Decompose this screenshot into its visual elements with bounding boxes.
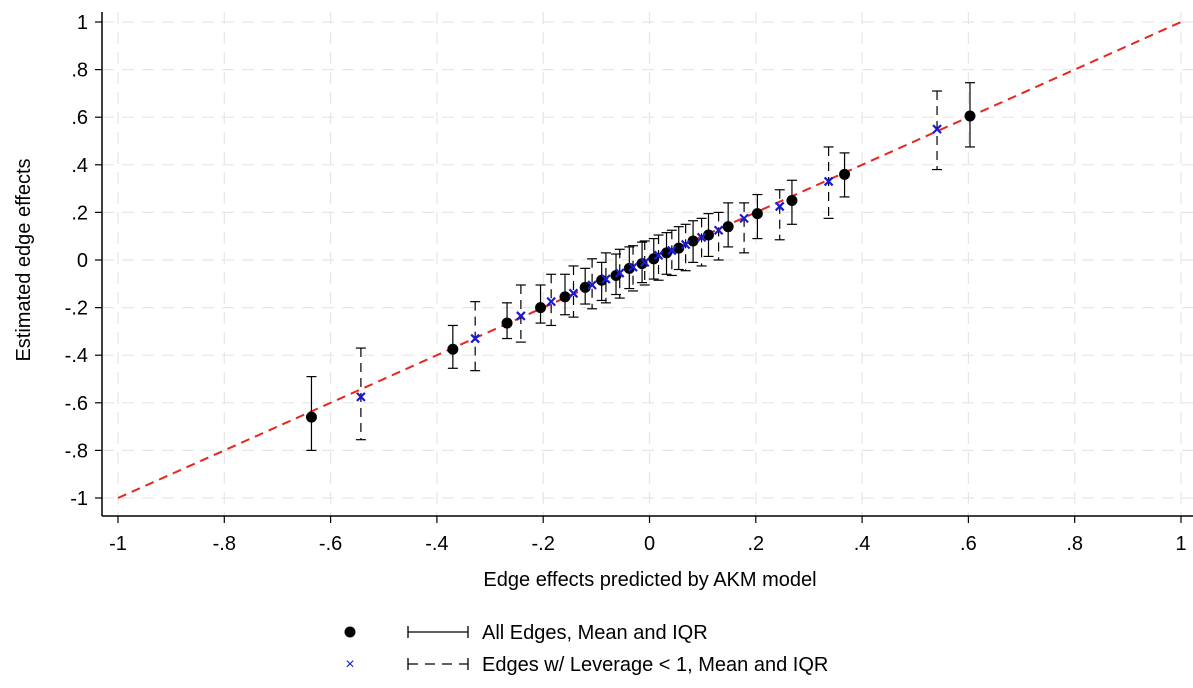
y-tick-label: 0: [77, 250, 88, 272]
data-point-x: [470, 333, 480, 344]
y-tick-label: -.8: [65, 440, 88, 462]
x-tick-label: 0: [644, 533, 655, 555]
x-tick-label: -.6: [319, 533, 342, 555]
x-tick-label: -.2: [532, 533, 555, 555]
data-point-circle: [447, 343, 459, 355]
x-axis-ticks: -1 -.8 -.6 -.4 -.2 0 .2 .4 .6 .8 1: [109, 516, 1187, 555]
data-point-x: [680, 239, 691, 250]
errorbar: [932, 90, 943, 171]
errorbar: [739, 202, 750, 254]
axes: [101, 12, 1193, 517]
errorbar: [546, 273, 557, 327]
x-tick-label: 1: [1175, 533, 1186, 555]
data-point-circle: [786, 195, 798, 206]
x-axis-label: Edge effects predicted by AKM model: [483, 569, 816, 591]
y-tick-label: -1: [70, 488, 88, 510]
data-point-x: [601, 274, 611, 284]
x-tick-label: .6: [960, 533, 977, 555]
y-tick-label: -.2: [65, 298, 88, 320]
data-point-circle: [579, 281, 591, 293]
errorbar: [600, 252, 611, 304]
data-point-circle: [964, 110, 976, 122]
x-tick-label: .8: [1066, 533, 1083, 555]
data-point-x: [696, 232, 707, 243]
data-point-circle: [673, 242, 685, 254]
data-point-circle: [722, 221, 734, 233]
legend-errorbar-dashed: [407, 658, 469, 670]
x-tick-label: .4: [854, 533, 871, 555]
legend-marker-circle: [344, 626, 356, 638]
legend-label-all-edges: All Edges, Mean and IQR: [482, 622, 708, 644]
y-tick-label: .4: [71, 155, 88, 177]
x-tick-label: -1: [109, 533, 127, 555]
errorbar: [774, 189, 785, 241]
errorbar: [680, 223, 691, 272]
data-point-circle: [535, 302, 547, 314]
y-tick-label: -.6: [65, 393, 88, 415]
y-tick-label: .8: [71, 60, 88, 82]
data-point-circle: [702, 229, 714, 241]
data-point-x: [568, 288, 579, 299]
x-tick-label: .2: [747, 533, 764, 555]
data-point-x: [516, 311, 526, 321]
data-point-x: [774, 201, 785, 212]
data-point-circle: [687, 235, 699, 247]
legend-marker-x: ×: [345, 656, 354, 673]
data-point-circle: [661, 247, 673, 259]
data-point-circle: [751, 208, 763, 220]
data-point-x: [639, 257, 650, 268]
data-point-x: [739, 213, 749, 224]
data-point-x: [713, 225, 724, 236]
data-point-x: [653, 250, 664, 261]
errorbar: [568, 265, 579, 318]
data-point-circle: [501, 317, 513, 329]
data-point-circle: [839, 168, 851, 180]
y-tick-label: -.4: [65, 345, 88, 367]
errorbar: [587, 258, 598, 310]
data-point-x: [614, 268, 625, 278]
series-group: [305, 82, 976, 451]
y-axis-label: Estimated edge effects: [13, 158, 35, 361]
x-tick-label: -.4: [425, 533, 448, 555]
data-point-x: [932, 124, 942, 134]
errorbar: [355, 347, 366, 441]
data-point-x: [667, 245, 677, 256]
errorbar: [713, 211, 724, 261]
data-point-x: [587, 280, 597, 290]
errorbar: [515, 284, 526, 343]
errorbar: [470, 301, 481, 372]
data-point-x: [546, 296, 556, 307]
errorbar: [696, 217, 707, 267]
data-point-circle: [305, 411, 317, 423]
y-tick-label: 1: [77, 12, 88, 34]
data-point-circle: [559, 291, 571, 303]
errorbar: [614, 248, 625, 299]
data-point-x: [628, 262, 638, 272]
y-axis-ticks: -1 -.8 -.6 -.4 -.2 0 .2 .4 .6 .8 1: [65, 12, 102, 510]
y-tick-label: .6: [71, 107, 88, 129]
legend-label-leverage-edges: Edges w/ Leverage < 1, Mean and IQR: [482, 654, 828, 676]
x-tick-label: -.8: [213, 533, 236, 555]
y-tick-label: .2: [71, 202, 88, 224]
legend: All Edges, Mean and IQR × Edges w/ Lever…: [344, 622, 828, 676]
data-point-x: [356, 392, 366, 402]
data-point-x: [823, 176, 834, 187]
grid-lines: [102, 12, 1193, 516]
legend-errorbar-solid: [407, 626, 469, 638]
